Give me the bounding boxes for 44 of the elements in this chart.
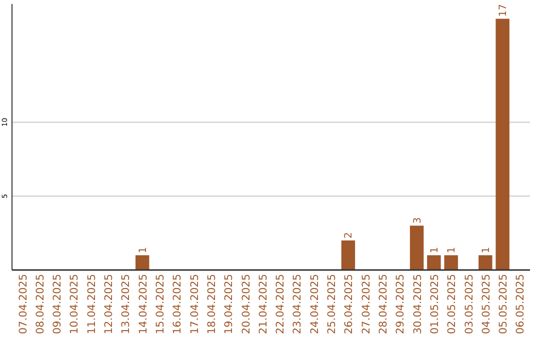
data-label: 1 bbox=[480, 246, 492, 254]
x-tick-label: 03.05.2025 bbox=[463, 274, 476, 334]
bar bbox=[341, 240, 356, 270]
bar bbox=[135, 255, 150, 270]
x-tick-label: 22.04.2025 bbox=[274, 274, 287, 334]
x-tick-label: 30.04.2025 bbox=[412, 274, 424, 334]
x-tick-label: 18.04.2025 bbox=[206, 274, 218, 334]
x-tick-label: 12.04.2025 bbox=[103, 274, 116, 334]
x-tick-label: 27.04.2025 bbox=[360, 274, 372, 334]
x-tick-label: 10.04.2025 bbox=[68, 274, 81, 334]
x-tick-label: 17.04.2025 bbox=[188, 274, 201, 334]
x-tick-label: 07.04.2025 bbox=[17, 274, 30, 334]
bar bbox=[444, 255, 458, 270]
data-label: 1 bbox=[446, 246, 458, 254]
data-label: 2 bbox=[344, 232, 355, 238]
x-tick-label: 14.04.2025 bbox=[137, 274, 150, 334]
x-tick-label: 26.04.2025 bbox=[343, 274, 356, 334]
x-tick-label: 09.04.2025 bbox=[52, 274, 64, 334]
x-tick-label: 28.04.2025 bbox=[377, 274, 390, 334]
x-tick-label: 05.05.2025 bbox=[498, 274, 510, 334]
x-tick-label: 21.04.2025 bbox=[257, 274, 270, 334]
data-label: 1 bbox=[429, 246, 440, 254]
data-label: 3 bbox=[412, 217, 424, 224]
x-tick-label: 01.05.2025 bbox=[428, 274, 441, 334]
x-tick-label: 13.04.2025 bbox=[120, 274, 132, 334]
bar bbox=[427, 255, 441, 270]
x-tick-label: 06.05.2025 bbox=[514, 274, 527, 334]
x-tick-label: 16.04.2025 bbox=[172, 274, 184, 334]
x-tick-label: 11.04.2025 bbox=[86, 274, 98, 334]
x-tick-label: 20.04.2025 bbox=[240, 274, 252, 334]
x-tick-label: 24.04.2025 bbox=[308, 274, 321, 334]
x-tick-label: 04.05.2025 bbox=[480, 274, 492, 334]
data-label: 1 bbox=[138, 246, 149, 254]
x-tick-label: 02.05.2025 bbox=[446, 274, 458, 334]
x-tick-label: 08.04.2025 bbox=[34, 274, 46, 334]
x-tick-label: 29.04.2025 bbox=[394, 274, 407, 334]
bar bbox=[410, 226, 424, 270]
x-tick-label: 19.04.2025 bbox=[223, 274, 236, 334]
x-tick-label: 15.04.2025 bbox=[154, 274, 167, 334]
data-label: 17 bbox=[498, 4, 510, 17]
bar bbox=[496, 18, 510, 270]
x-tick-label: 25.04.2025 bbox=[326, 274, 338, 334]
x-tick-label: 23.04.2025 bbox=[292, 274, 304, 334]
bar bbox=[478, 255, 492, 270]
